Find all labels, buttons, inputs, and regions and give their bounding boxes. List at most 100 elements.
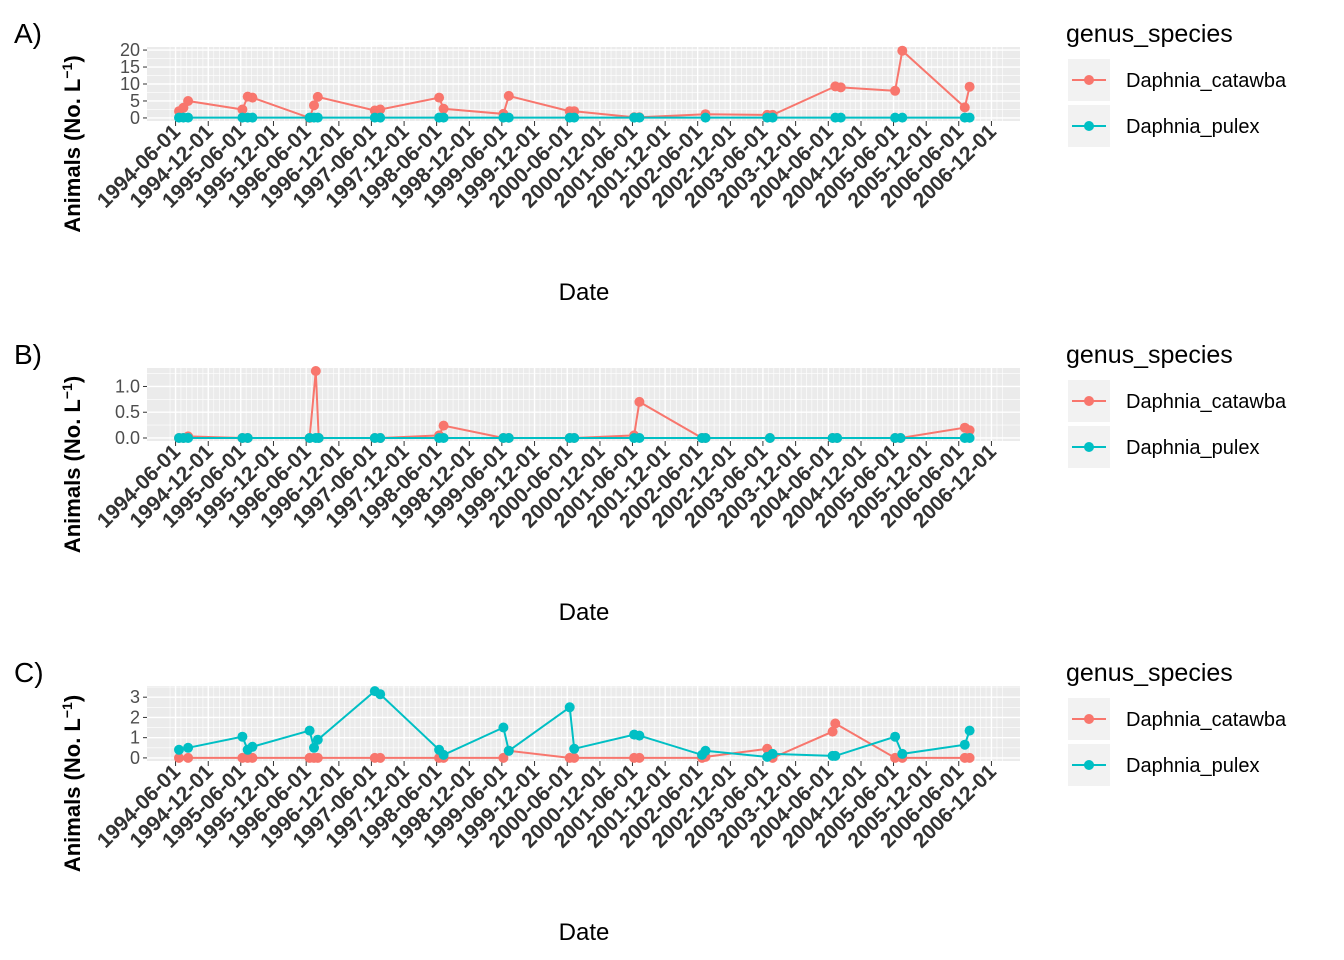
series-layer [174,45,975,123]
panel-label: A) [14,18,42,49]
data-point-Daphnia_catawba [503,90,514,101]
series-layer [174,366,975,443]
legend-key-point [1084,396,1094,406]
data-point-Daphnia_pulex [375,689,386,700]
data-point-Daphnia_pulex [569,112,580,123]
data-point-Daphnia_catawba [964,81,975,92]
legend-title: genus_species [1066,341,1233,369]
data-point-Daphnia_pulex [183,433,194,443]
y-axis-title: Animals (No. L−1) [59,376,85,553]
legend-key-point [1084,442,1094,452]
data-point-Daphnia_catawba [827,726,838,737]
y-tick-label: 10 [120,74,140,94]
data-point-Daphnia_pulex [304,725,315,736]
data-point-Daphnia_pulex [959,739,970,750]
data-point-Daphnia_pulex [375,112,386,123]
y-tick-label: 1.0 [115,376,140,396]
data-point-Daphnia_pulex [438,112,449,123]
y-tick-label: 15 [120,57,140,77]
data-point-Daphnia_pulex [700,112,711,123]
data-point-Daphnia_catawba [959,102,970,113]
data-point-Daphnia_pulex [438,433,449,443]
data-point-Daphnia_pulex [498,722,509,733]
y-tick-label: 5 [130,91,140,111]
data-point-Daphnia_pulex [634,730,645,741]
data-point-Daphnia_pulex [309,742,319,753]
y-axis-title-text: Animals (No. L [60,399,85,553]
legend-key-point [1084,75,1094,85]
data-point-Daphnia_catawba [247,92,258,103]
data-point-Daphnia_catawba [312,752,323,763]
data-point-Daphnia_pulex [964,725,975,736]
legend-key-point [1084,121,1094,131]
gridlines [147,47,1020,121]
y-axis-title-superscript: −1 [59,383,75,399]
data-point-Daphnia_catawba [434,92,445,103]
data-point-Daphnia_catawba [634,396,645,407]
data-point-Daphnia_pulex [964,112,975,123]
y-tick-label: 2 [130,707,140,727]
y-tick-label: 0 [130,748,140,768]
data-point-Daphnia_catawba [237,104,248,115]
data-point-Daphnia_pulex [897,748,908,759]
legend-title: genus_species [1066,20,1233,48]
data-point-Daphnia_pulex [183,112,194,123]
x-axis-title: Date [559,599,610,626]
data-point-Daphnia_pulex [247,741,258,752]
legend-label: Daphnia_pulex [1126,755,1259,777]
x-axis-title: Date [559,279,610,306]
data-point-Daphnia_pulex [895,433,906,443]
data-point-Daphnia_pulex [832,433,843,443]
data-point-Daphnia_pulex [700,433,711,443]
legend-label: Daphnia_catawba [1126,709,1287,731]
data-point-Daphnia_pulex [764,433,775,443]
legend-key-point [1084,714,1094,724]
data-point-Daphnia_pulex [964,433,975,443]
y-tick-label: 0.0 [115,428,140,448]
data-point-Daphnia_pulex [313,433,324,443]
data-point-Daphnia_pulex [564,702,575,713]
data-point-Daphnia_pulex [503,745,514,756]
data-point-Daphnia_catawba [183,752,194,763]
y-axis-title: Animals (No. L−1) [59,695,85,872]
panel-label: C) [14,657,44,688]
y-axis-title-superscript: −1 [59,62,75,78]
data-point-Daphnia_catawba [835,82,846,93]
y-axis-title-close: ) [60,376,85,383]
legend: genus_species Daphnia_catawba Daphnia_pule… [1066,20,1287,147]
data-point-Daphnia_catawba [312,91,323,102]
legend-label: Daphnia_pulex [1126,116,1259,138]
chart-panel-2: 0.00.51.01994-06-011994-12-011995-06-011… [14,339,1287,626]
data-point-Daphnia_catawba [569,752,580,763]
data-point-Daphnia_pulex [890,731,901,742]
series-layer [174,686,975,763]
data-point-Daphnia_catawba [830,718,841,729]
data-point-Daphnia_pulex [312,112,323,123]
data-point-Daphnia_catawba [964,425,975,436]
data-point-Daphnia_pulex [767,748,778,759]
chart-panel-3: 01231994-06-011994-12-011995-06-011995-1… [14,657,1287,946]
chart-panel-1: 051015201994-06-011994-12-011995-06-0119… [14,18,1287,306]
data-point-Daphnia_pulex [375,433,386,443]
y-axis-title-text: Animals (No. L [60,718,85,872]
data-point-Daphnia_pulex [503,433,514,443]
y-tick-label: 1 [130,728,140,748]
y-axis-title-close: ) [60,55,85,62]
data-point-Daphnia_catawba [964,752,975,763]
y-axis-title-superscript: −1 [59,702,75,718]
gridlines [147,686,1020,761]
data-point-Daphnia_catawba [438,420,449,431]
data-point-Daphnia_pulex [503,112,514,123]
data-point-Daphnia_pulex [247,112,258,123]
data-point-Daphnia_catawba [247,752,258,763]
y-tick-label: 0 [130,108,140,128]
y-axis-title-close: ) [60,695,85,702]
data-point-Daphnia_pulex [183,742,194,753]
data-point-Daphnia_pulex [835,112,846,123]
legend: genus_species Daphnia_catawba Daphnia_pule… [1066,341,1287,468]
y-axis-title-text: Animals (No. L [60,79,85,233]
x-axis-title: Date [559,919,610,946]
y-tick-label: 3 [130,687,140,707]
data-point-Daphnia_pulex [897,112,908,123]
